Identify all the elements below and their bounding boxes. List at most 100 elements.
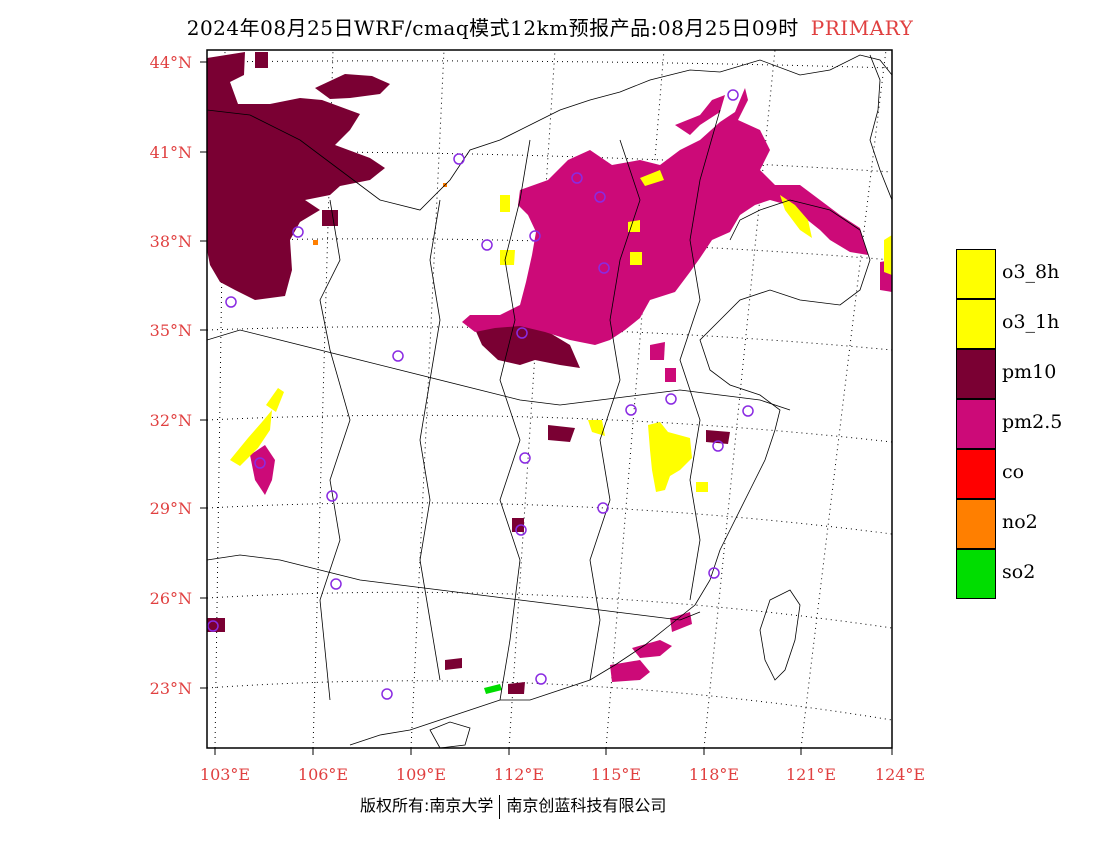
station-marker [535, 673, 547, 685]
station-marker [597, 502, 609, 514]
hainan-outline [429, 721, 471, 748]
station-marker [519, 452, 531, 464]
pm25-patch-henan [650, 342, 665, 360]
taiwan-outline [759, 589, 801, 681]
pm10-region-central [470, 318, 580, 368]
pm10-region-northwest [207, 52, 385, 300]
map-frame [206, 49, 893, 749]
map-title: 2024年08月25日WRF/cmaq模式12km预报产品:08月25日09时 P… [0, 12, 1100, 41]
province-boundary-v4 [589, 139, 641, 681]
copyright-right: 南京创蓝科技有限公司 [506, 796, 667, 815]
o3-region-shaanxi [500, 250, 515, 265]
boundary-lines [207, 54, 892, 748]
pm10-region-top [255, 52, 268, 68]
legend-label: so2 [1002, 561, 1036, 583]
station-marker [381, 688, 393, 700]
pm10-patch-jiangsu [706, 430, 730, 444]
lat-label: 38°N [150, 232, 192, 251]
so2-patch-guangdong [484, 684, 502, 694]
station-marker [292, 226, 304, 238]
legend-swatch [956, 249, 996, 299]
province-boundary-mid [207, 329, 791, 411]
legend-item-pm25: pm2.5 [956, 399, 1096, 449]
station-marker [326, 490, 338, 502]
legend-label: no2 [1002, 511, 1038, 533]
title-main: 2024年08月25日WRF/cmaq模式12km预报产品:08月25日09时 [186, 16, 799, 40]
province-boundary-v1 [319, 199, 351, 701]
station-marker [708, 567, 720, 579]
o3-region-beijing [640, 170, 664, 186]
legend-label: co [1002, 461, 1025, 483]
so2-layer [484, 684, 502, 694]
pm10-patch-hunan [512, 518, 524, 532]
station-marker [330, 578, 342, 590]
station-marker [207, 620, 219, 632]
lat-label: 44°N [150, 53, 192, 72]
station-markers [207, 89, 754, 700]
footer-separator [499, 794, 501, 819]
legend-label: pm2.5 [1002, 411, 1063, 433]
pm25-region-northchina [462, 88, 868, 345]
station-marker [453, 153, 465, 165]
legend-item-co: co [956, 449, 1096, 499]
pm10-patch-guangxi [445, 658, 462, 670]
province-boundary-v3 [499, 139, 531, 701]
lat-label: 32°N [150, 411, 192, 430]
station-marker [625, 404, 637, 416]
station-marker [529, 230, 541, 242]
copyright-left: 版权所有:南京大学 [360, 796, 494, 815]
station-marker [225, 296, 237, 308]
province-boundary-south [207, 554, 701, 621]
station-marker [515, 524, 527, 536]
legend-swatch [956, 299, 996, 349]
lon-label: 115°E [591, 765, 641, 784]
station-marker [727, 89, 739, 101]
axis-ticks [200, 61, 893, 755]
lon-label: 121°E [786, 765, 836, 784]
legend-swatch [956, 349, 996, 399]
station-marker [481, 239, 493, 251]
longitude-labels: 103°E 106°E 109°E 112°E 115°E 118°E 121°… [200, 765, 925, 784]
legend-item-o3-8h: o3_8h [956, 249, 1096, 299]
pm25-region-northeast [675, 95, 725, 135]
legend-swatch [956, 499, 996, 549]
lon-label: 118°E [689, 765, 739, 784]
title-tag: PRIMARY [810, 16, 914, 40]
station-marker [392, 350, 404, 362]
copyright-footer: 版权所有:南京大学 南京创蓝科技有限公司 [360, 792, 666, 819]
legend-swatch [956, 399, 996, 449]
lat-label: 23°N [150, 679, 192, 698]
legend-label: pm10 [1002, 361, 1057, 383]
o3-region-shanxi [500, 195, 510, 212]
station-marker [594, 191, 606, 203]
legend-item-no2: no2 [956, 499, 1096, 549]
province-boundary-north [207, 54, 892, 211]
legend-label: o3_1h [1002, 311, 1060, 333]
o3-region-anhui-jiangxi [648, 422, 692, 492]
pm25-region-fujian-coast [610, 660, 650, 682]
station-marker [665, 393, 677, 405]
o3-region-liaoning-coast [780, 195, 812, 238]
pm25-patch-anhui [665, 368, 676, 382]
pm10-region-north [315, 74, 390, 99]
station-marker [712, 440, 724, 452]
legend-item-pm10: pm10 [956, 349, 1096, 399]
pm10-patch-guangdong [508, 682, 525, 694]
o3-region-zhejiang-west [696, 482, 708, 492]
legend-label: o3_8h [1002, 261, 1060, 283]
station-marker [254, 457, 266, 469]
lat-label: 26°N [150, 589, 192, 608]
pm10-patch-hubei [548, 425, 575, 442]
coastline-east [349, 199, 871, 746]
o3-region-sichuan-band [230, 410, 272, 466]
o3-layer [230, 170, 892, 492]
station-marker [598, 262, 610, 274]
o3-region-east-edge [884, 235, 892, 275]
lon-label: 124°E [875, 765, 925, 784]
station-marker [516, 327, 528, 339]
no2-patch-ningxia [313, 240, 318, 245]
pm10-layer [207, 52, 730, 694]
legend-swatch [956, 549, 996, 599]
latitude-labels: 44°N 41°N 38°N 35°N 32°N 29°N 26°N 23°N [150, 53, 192, 698]
legend-item-so2: so2 [956, 549, 1096, 599]
